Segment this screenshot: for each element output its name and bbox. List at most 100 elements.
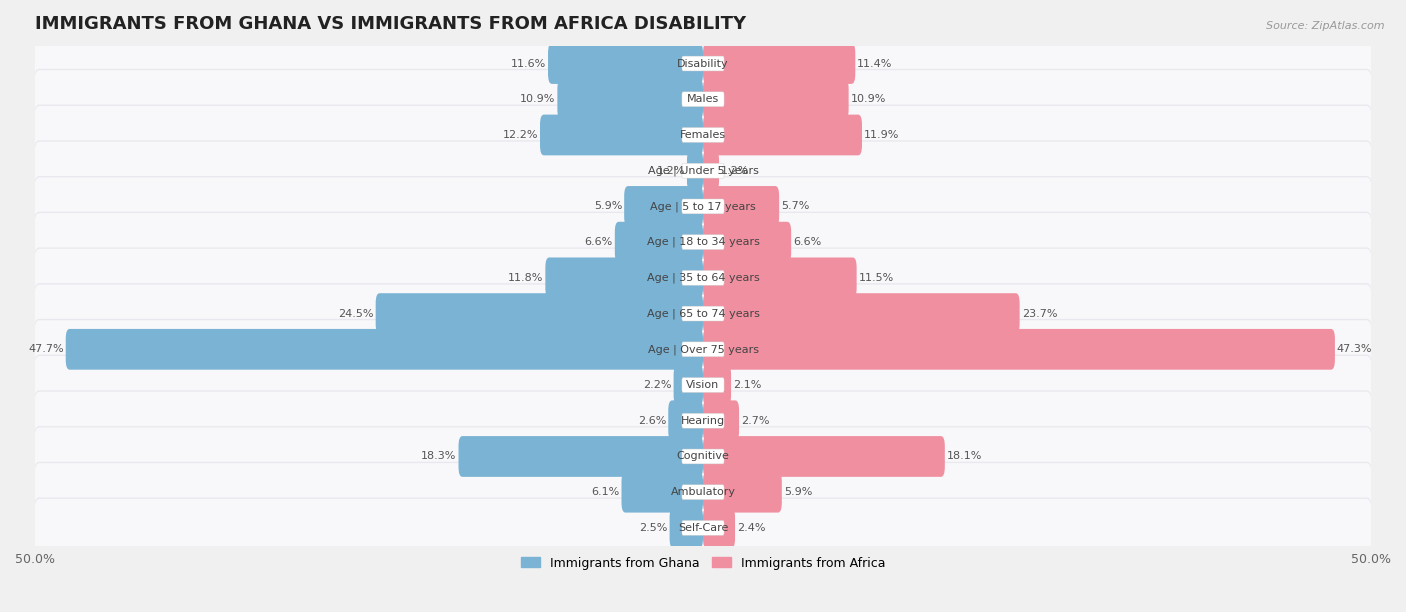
FancyBboxPatch shape [34, 70, 1372, 129]
FancyBboxPatch shape [682, 271, 724, 285]
FancyBboxPatch shape [34, 212, 1372, 272]
FancyBboxPatch shape [458, 436, 703, 477]
FancyBboxPatch shape [34, 463, 1372, 521]
FancyBboxPatch shape [34, 69, 1372, 130]
FancyBboxPatch shape [682, 485, 724, 499]
Legend: Immigrants from Ghana, Immigrants from Africa: Immigrants from Ghana, Immigrants from A… [516, 551, 890, 575]
FancyBboxPatch shape [673, 365, 703, 405]
Text: Age | 35 to 64 years: Age | 35 to 64 years [647, 272, 759, 283]
Text: 11.8%: 11.8% [508, 273, 543, 283]
FancyBboxPatch shape [703, 258, 856, 298]
Text: 18.3%: 18.3% [422, 452, 457, 461]
Text: Disability: Disability [678, 59, 728, 69]
FancyBboxPatch shape [548, 43, 703, 84]
FancyBboxPatch shape [34, 106, 1372, 164]
Text: 2.6%: 2.6% [638, 416, 666, 426]
Text: 11.9%: 11.9% [865, 130, 900, 140]
Text: Females: Females [681, 130, 725, 140]
Text: IMMIGRANTS FROM GHANA VS IMMIGRANTS FROM AFRICA DISABILITY: IMMIGRANTS FROM GHANA VS IMMIGRANTS FROM… [35, 15, 747, 33]
FancyBboxPatch shape [34, 392, 1372, 450]
Text: 2.5%: 2.5% [640, 523, 668, 533]
Text: Age | 18 to 34 years: Age | 18 to 34 years [647, 237, 759, 247]
FancyBboxPatch shape [66, 329, 703, 370]
Text: 6.1%: 6.1% [592, 487, 620, 497]
FancyBboxPatch shape [703, 114, 862, 155]
FancyBboxPatch shape [34, 426, 1372, 487]
Text: 18.1%: 18.1% [946, 452, 983, 461]
Text: 5.9%: 5.9% [593, 201, 623, 211]
Text: 2.1%: 2.1% [733, 380, 762, 390]
FancyBboxPatch shape [682, 199, 724, 214]
FancyBboxPatch shape [34, 247, 1372, 308]
FancyBboxPatch shape [703, 79, 849, 119]
FancyBboxPatch shape [703, 43, 855, 84]
Text: 23.7%: 23.7% [1022, 308, 1057, 319]
Text: Hearing: Hearing [681, 416, 725, 426]
Text: 1.2%: 1.2% [721, 166, 749, 176]
Text: Age | 65 to 74 years: Age | 65 to 74 years [647, 308, 759, 319]
FancyBboxPatch shape [682, 449, 724, 464]
FancyBboxPatch shape [703, 365, 731, 405]
Text: 5.7%: 5.7% [782, 201, 810, 211]
FancyBboxPatch shape [682, 235, 724, 250]
Text: 1.2%: 1.2% [657, 166, 685, 176]
FancyBboxPatch shape [682, 92, 724, 106]
FancyBboxPatch shape [34, 427, 1372, 485]
FancyBboxPatch shape [34, 498, 1372, 558]
FancyBboxPatch shape [34, 356, 1372, 414]
Text: 10.9%: 10.9% [520, 94, 555, 104]
FancyBboxPatch shape [668, 400, 703, 441]
FancyBboxPatch shape [682, 127, 724, 143]
FancyBboxPatch shape [614, 222, 703, 263]
Text: 11.6%: 11.6% [510, 59, 546, 69]
Text: Vision: Vision [686, 380, 720, 390]
FancyBboxPatch shape [703, 151, 718, 191]
FancyBboxPatch shape [34, 177, 1372, 236]
FancyBboxPatch shape [540, 114, 703, 155]
Text: 6.6%: 6.6% [793, 237, 821, 247]
Text: Self-Care: Self-Care [678, 523, 728, 533]
FancyBboxPatch shape [703, 507, 735, 548]
Text: 11.4%: 11.4% [858, 59, 893, 69]
FancyBboxPatch shape [557, 79, 703, 119]
Text: Source: ZipAtlas.com: Source: ZipAtlas.com [1267, 21, 1385, 31]
Text: 2.7%: 2.7% [741, 416, 769, 426]
FancyBboxPatch shape [682, 413, 724, 428]
FancyBboxPatch shape [34, 141, 1372, 200]
Text: 24.5%: 24.5% [339, 308, 374, 319]
Text: Age | Over 75 years: Age | Over 75 years [648, 344, 758, 354]
FancyBboxPatch shape [34, 140, 1372, 201]
FancyBboxPatch shape [34, 390, 1372, 451]
Text: 10.9%: 10.9% [851, 94, 886, 104]
FancyBboxPatch shape [34, 283, 1372, 344]
FancyBboxPatch shape [703, 472, 782, 513]
Text: 5.9%: 5.9% [783, 487, 813, 497]
Text: Age | 5 to 17 years: Age | 5 to 17 years [650, 201, 756, 212]
FancyBboxPatch shape [703, 329, 1334, 370]
FancyBboxPatch shape [34, 34, 1372, 92]
FancyBboxPatch shape [682, 520, 724, 536]
FancyBboxPatch shape [34, 499, 1372, 557]
FancyBboxPatch shape [682, 163, 724, 178]
FancyBboxPatch shape [34, 33, 1372, 94]
Text: 2.4%: 2.4% [737, 523, 766, 533]
FancyBboxPatch shape [34, 105, 1372, 165]
FancyBboxPatch shape [688, 151, 703, 191]
Text: 11.5%: 11.5% [859, 273, 894, 283]
FancyBboxPatch shape [682, 56, 724, 71]
FancyBboxPatch shape [669, 507, 703, 548]
FancyBboxPatch shape [624, 186, 703, 227]
FancyBboxPatch shape [682, 306, 724, 321]
FancyBboxPatch shape [375, 293, 703, 334]
Text: 12.2%: 12.2% [502, 130, 538, 140]
Text: 6.6%: 6.6% [585, 237, 613, 247]
Text: 47.3%: 47.3% [1337, 345, 1372, 354]
Text: Cognitive: Cognitive [676, 452, 730, 461]
FancyBboxPatch shape [703, 186, 779, 227]
FancyBboxPatch shape [682, 378, 724, 392]
FancyBboxPatch shape [682, 342, 724, 357]
FancyBboxPatch shape [621, 472, 703, 513]
Text: Ambulatory: Ambulatory [671, 487, 735, 497]
Text: 2.2%: 2.2% [643, 380, 672, 390]
FancyBboxPatch shape [703, 222, 792, 263]
